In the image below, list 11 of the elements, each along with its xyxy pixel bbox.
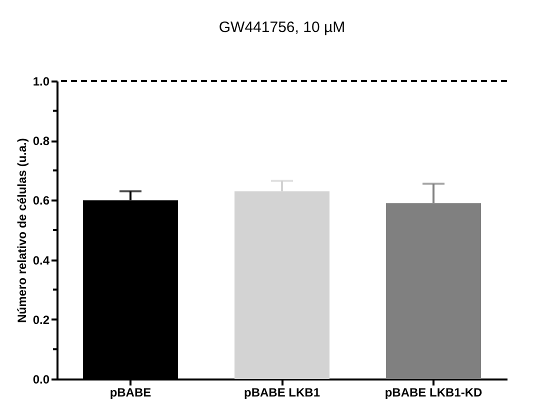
y-tick-label: 0.8 (32, 134, 50, 148)
y-axis-title: Número relativo de células (u.a.) (14, 138, 29, 323)
x-tick-label: pBABE LKB1-KD (384, 386, 483, 400)
y-tick-label: 0.2 (32, 312, 50, 327)
y-tick-label: 1.0 (32, 74, 50, 88)
chart-title: GW441756, 10 µM (218, 19, 346, 36)
y-tick-label: 0.4 (32, 253, 50, 268)
y-tick-label: 0.6 (32, 194, 50, 208)
y-tick-label: 0.0 (32, 372, 50, 386)
x-tick-label: pBABE (110, 386, 152, 400)
x-tick-label: pBABE LKB1 (244, 386, 320, 400)
